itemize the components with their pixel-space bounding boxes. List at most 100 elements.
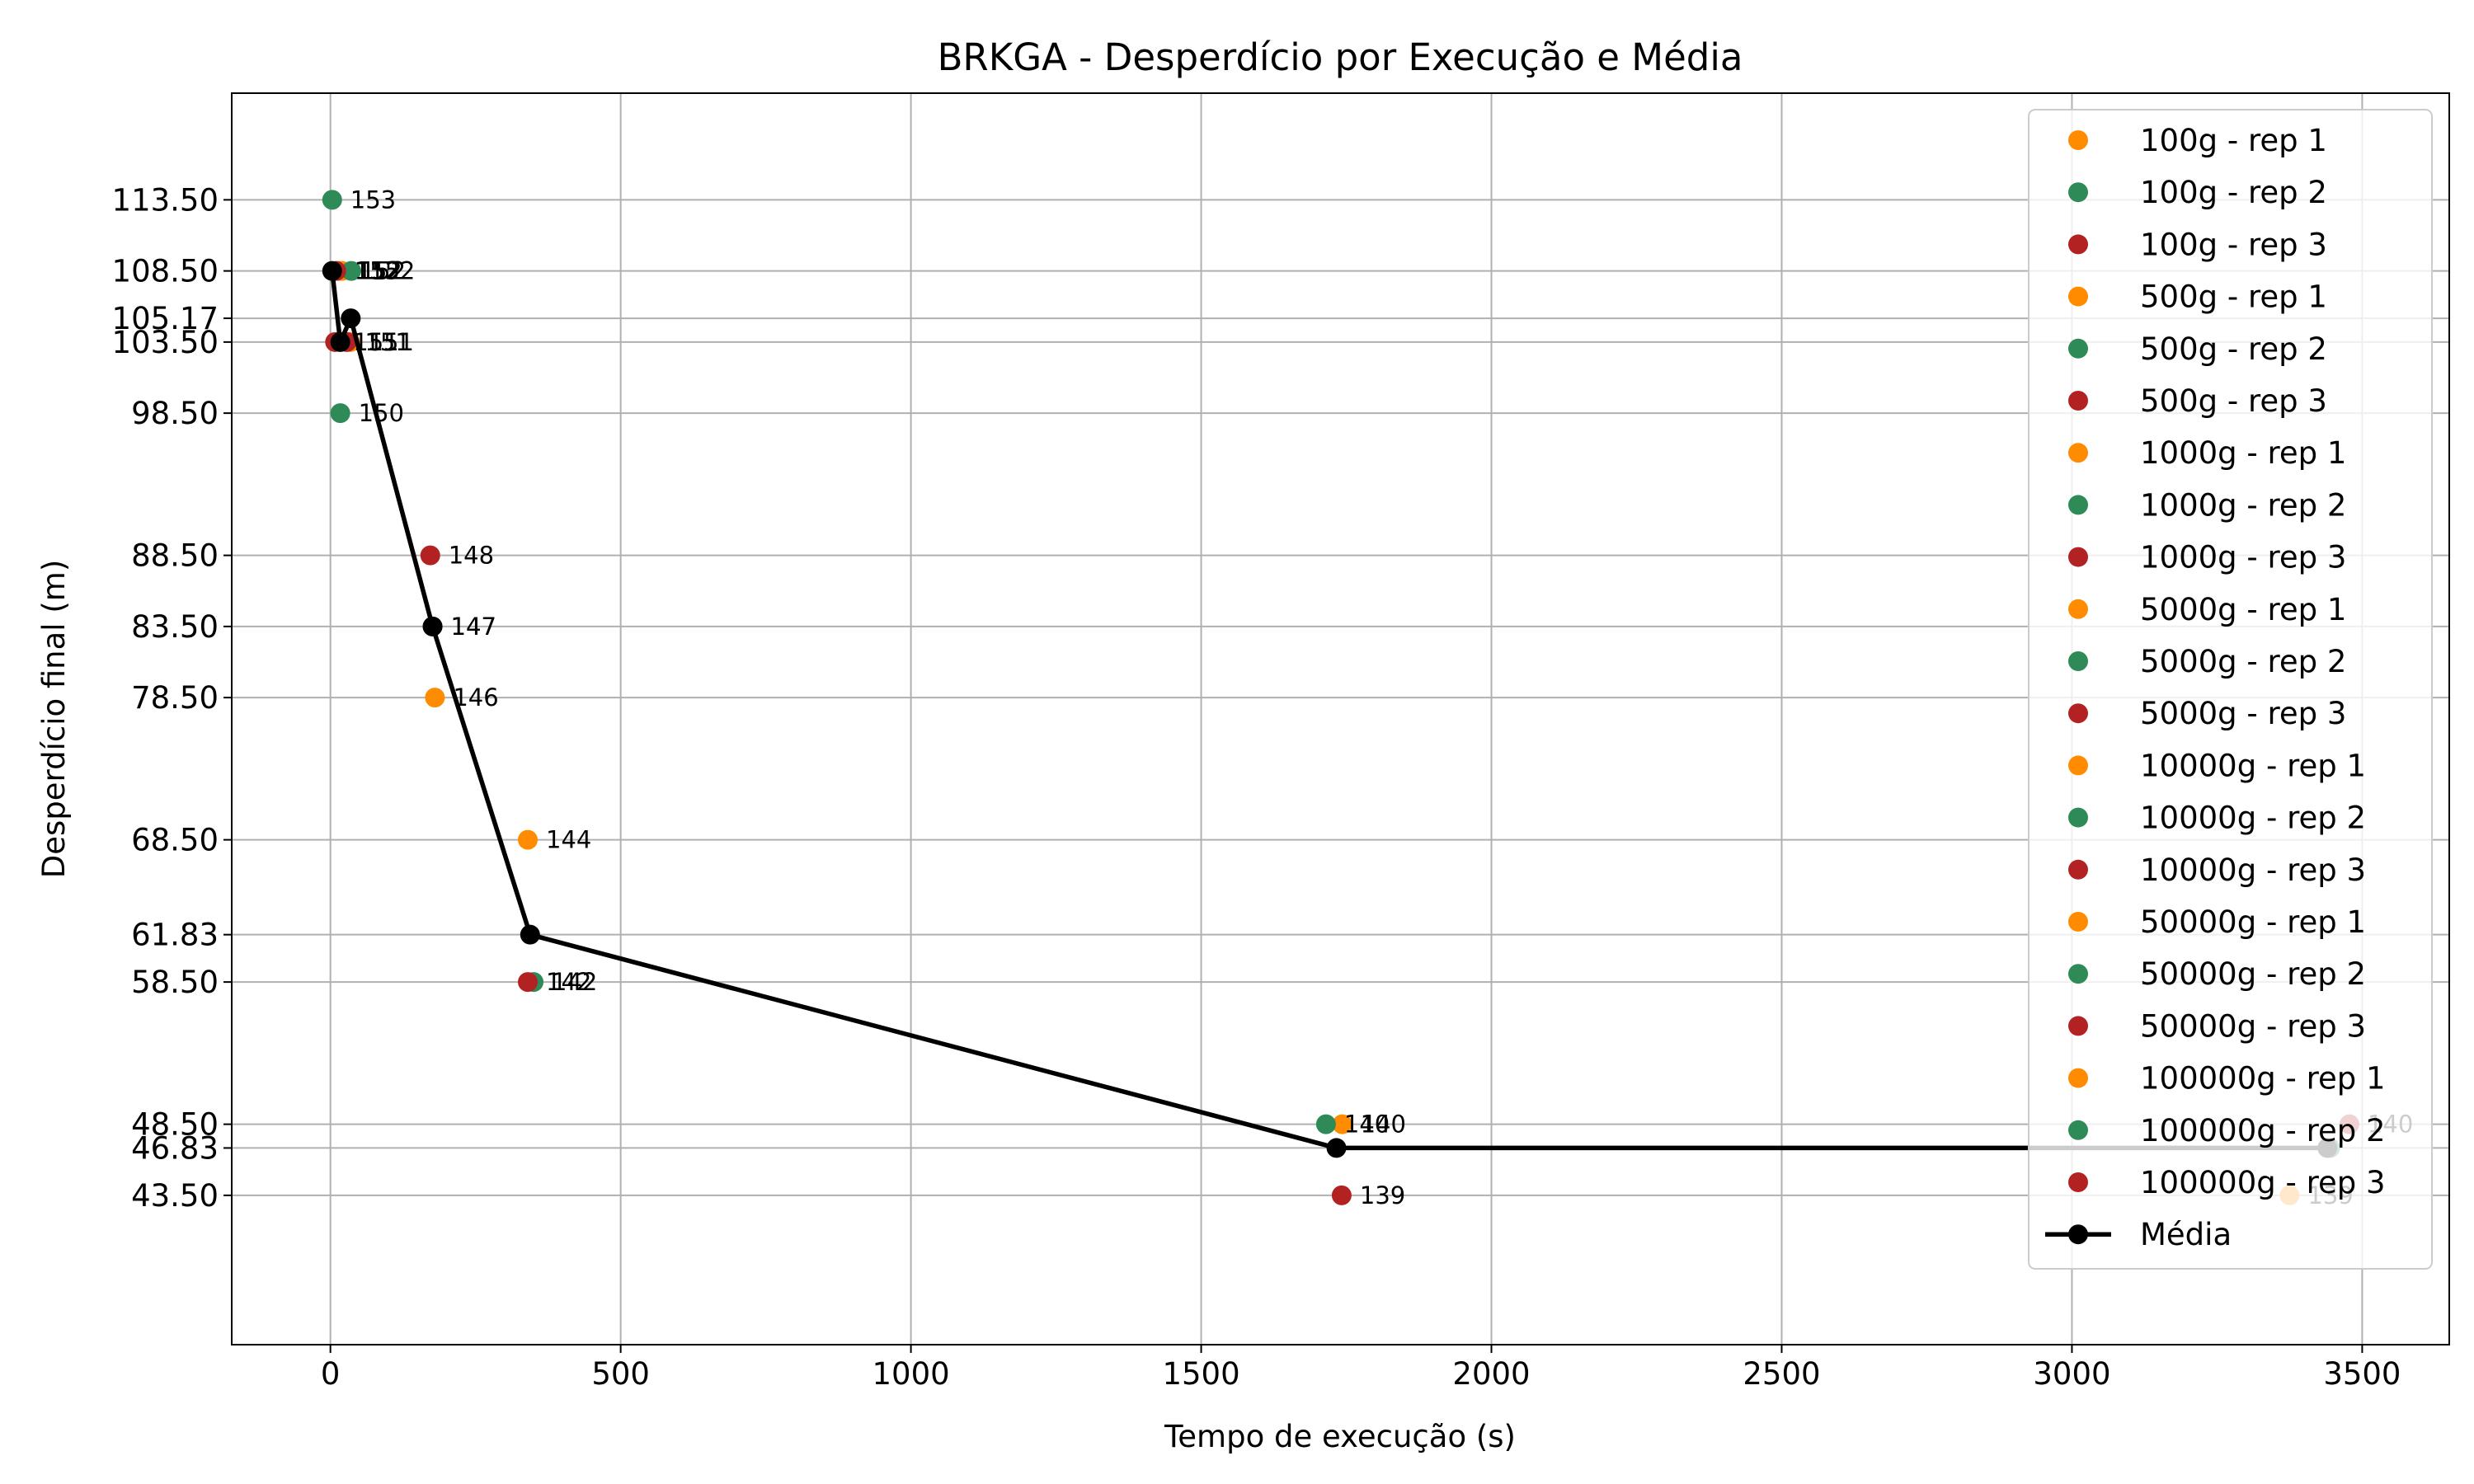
legend-marker bbox=[2068, 391, 2088, 411]
x-tick-label: 1000 bbox=[872, 1356, 950, 1392]
media-point bbox=[341, 308, 361, 329]
data-label: 142 bbox=[546, 968, 591, 996]
legend-marker bbox=[2068, 755, 2088, 776]
chart-title: BRKGA - Desperdício por Execução e Média bbox=[938, 35, 1743, 79]
legend-label: 100g - rep 2 bbox=[2140, 175, 2327, 210]
data-label: 152 bbox=[357, 257, 402, 285]
legend-label: 10000g - rep 2 bbox=[2140, 801, 2366, 836]
data-label: 147 bbox=[451, 613, 496, 641]
legend-label: 50000g - rep 1 bbox=[2140, 904, 2366, 940]
y-tick-label: 43.50 bbox=[131, 1178, 219, 1214]
x-tick-label: 3000 bbox=[2033, 1356, 2110, 1392]
y-tick-label: 68.50 bbox=[131, 823, 219, 858]
data-label: 140 bbox=[1361, 1111, 1406, 1139]
legend-marker bbox=[2068, 182, 2088, 203]
data-point bbox=[420, 545, 440, 566]
legend-marker bbox=[2068, 651, 2088, 671]
legend-label: 10000g - rep 3 bbox=[2140, 852, 2366, 888]
legend-label: 100g - rep 1 bbox=[2140, 123, 2327, 158]
data-label: 146 bbox=[453, 683, 498, 711]
y-tick-label: 46.83 bbox=[131, 1130, 219, 1166]
legend-marker bbox=[2068, 1224, 2088, 1245]
legend-marker bbox=[2068, 1016, 2088, 1036]
data-point bbox=[330, 403, 350, 424]
legend-marker bbox=[2068, 1120, 2088, 1140]
media-point bbox=[330, 331, 350, 352]
y-tick-label: 48.50 bbox=[131, 1107, 219, 1143]
legend-label: 100000g - rep 2 bbox=[2140, 1113, 2386, 1148]
x-tick-label: 1500 bbox=[1162, 1356, 1239, 1392]
media-point bbox=[322, 261, 342, 281]
y-tick-label: 105.17 bbox=[112, 301, 219, 336]
x-tick-label: 3500 bbox=[2323, 1356, 2401, 1392]
data-point bbox=[341, 261, 362, 281]
legend-marker bbox=[2068, 1068, 2088, 1088]
data-label: 139 bbox=[1360, 1181, 1405, 1209]
legend-label: 50000g - rep 2 bbox=[2140, 956, 2366, 992]
data-label: 153 bbox=[350, 186, 396, 214]
legend-label: 500g - rep 2 bbox=[2140, 331, 2327, 367]
legend-label: 500g - rep 1 bbox=[2140, 279, 2327, 315]
legend-marker bbox=[2068, 807, 2088, 828]
y-tick-label: 61.83 bbox=[131, 918, 219, 953]
y-tick-label: 108.50 bbox=[112, 254, 219, 289]
legend-marker bbox=[2068, 338, 2088, 359]
data-label: 140 bbox=[1344, 1111, 1390, 1139]
y-tick-label: 88.50 bbox=[131, 538, 219, 574]
data-label: 151 bbox=[365, 328, 410, 356]
legend-marker bbox=[2068, 1172, 2088, 1192]
data-label: 152 bbox=[369, 257, 415, 285]
legend-marker bbox=[2068, 599, 2088, 619]
legend-label: 100000g - rep 3 bbox=[2140, 1165, 2386, 1200]
y-tick-label: 83.50 bbox=[131, 609, 219, 645]
legend-label: 1000g - rep 1 bbox=[2140, 435, 2346, 471]
legend-label: 50000g - rep 3 bbox=[2140, 1008, 2366, 1044]
legend-label: 100000g - rep 1 bbox=[2140, 1061, 2386, 1097]
data-label: 148 bbox=[449, 542, 494, 570]
legend-marker bbox=[2068, 859, 2088, 880]
data-label: 151 bbox=[369, 328, 414, 356]
data-point bbox=[518, 972, 539, 993]
legend-label: 1000g - rep 3 bbox=[2140, 540, 2346, 575]
data-point bbox=[322, 190, 342, 210]
plot-frame bbox=[231, 92, 2450, 1345]
y-tick-label: 78.50 bbox=[131, 680, 219, 716]
y-tick-label: 103.50 bbox=[112, 325, 219, 360]
legend-box bbox=[2028, 109, 2433, 1270]
data-label: 150 bbox=[359, 399, 404, 427]
media-point bbox=[422, 616, 443, 636]
legend-marker bbox=[2068, 964, 2088, 984]
x-tick-label: 0 bbox=[321, 1356, 341, 1392]
legend-label: Média bbox=[2140, 1217, 2232, 1252]
x-axis-ticks: 0 500 1000 1500 2000 2500 3000 3500 bbox=[321, 1345, 2401, 1392]
y-tick-label: 98.50 bbox=[131, 396, 219, 431]
data-point bbox=[518, 829, 539, 850]
plot-series: 1521531511511501511521521521461471481441… bbox=[322, 186, 2413, 1209]
data-label: 147 bbox=[451, 613, 496, 641]
legend-label: 1000g - rep 2 bbox=[2140, 487, 2346, 523]
data-label: 151 bbox=[353, 328, 398, 356]
x-tick-label: 500 bbox=[591, 1356, 650, 1392]
legend-label: 10000g - rep 1 bbox=[2140, 748, 2366, 783]
data-point bbox=[1331, 1185, 1352, 1205]
y-axis-label: Desperdício final (m) bbox=[36, 560, 72, 879]
legend: 100g - rep 1 100g - rep 2 100g - rep 3 500g… bbox=[2028, 109, 2433, 1270]
legend-marker bbox=[2068, 443, 2088, 463]
data-point bbox=[1332, 1114, 1352, 1134]
data-label: 152 bbox=[355, 257, 400, 285]
legend-label: 5000g - rep 3 bbox=[2140, 696, 2346, 731]
legend-marker bbox=[2068, 130, 2088, 150]
y-tick-label: 113.50 bbox=[112, 182, 219, 218]
legend-label: 500g - rep 3 bbox=[2140, 383, 2327, 419]
legend-marker bbox=[2068, 703, 2088, 724]
legend-marker bbox=[2068, 234, 2088, 255]
x-tick-label: 2000 bbox=[1452, 1356, 1530, 1392]
y-tick-label: 58.50 bbox=[131, 965, 219, 1000]
data-label: 152 bbox=[360, 257, 406, 285]
media-point bbox=[520, 924, 540, 945]
data-point bbox=[425, 688, 445, 708]
legend-marker bbox=[2068, 912, 2088, 932]
data-label: 144 bbox=[546, 826, 591, 854]
